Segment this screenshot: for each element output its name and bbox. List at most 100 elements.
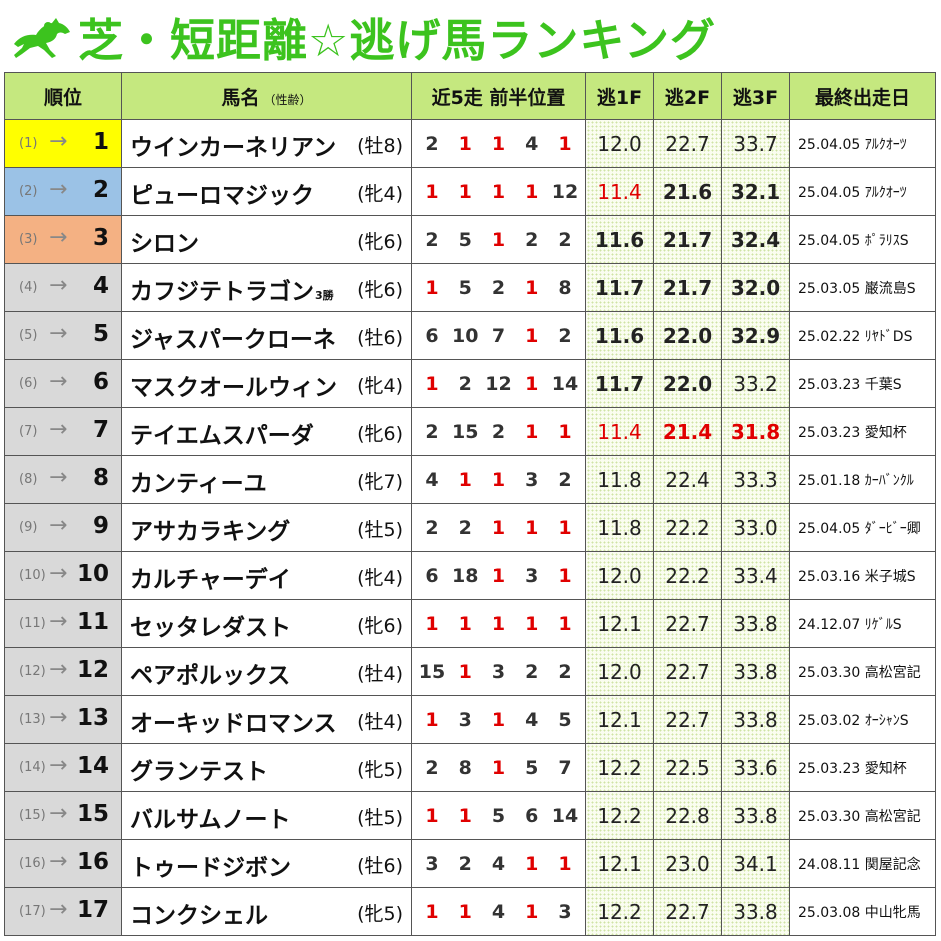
sex-age: (牝6) [357, 279, 403, 301]
escape-2f: 21.4 [653, 407, 722, 456]
position-value: 1 [525, 372, 539, 395]
positions-cell: 15 1 3 2 2 [411, 647, 586, 696]
previous-rank: (6) [19, 376, 38, 391]
right-arrow-icon: → [49, 849, 68, 874]
position-value: 1 [458, 612, 472, 635]
sex-age-cell: (牝4) [353, 167, 412, 216]
rank-number: 3 [92, 225, 109, 251]
ranking-table: 順位 馬名 （性齢） 近5走 前半位置 逃1F 逃2F 逃3F 最終出走日 (1)… [4, 72, 936, 936]
table-row: (12) → 12 ペアポルックス (牡4) 15 1 3 2 2 12.0 22.7 33.8 25.0… [4, 647, 936, 696]
previous-rank: (7) [19, 424, 38, 439]
escape-3f: 33.2 [721, 359, 790, 408]
header-name: 馬名 （性齢） [121, 72, 412, 120]
position-value: 2 [425, 132, 439, 155]
escape-3f: 32.0 [721, 263, 790, 312]
sex-age-cell: (牝4) [353, 551, 412, 600]
position-value: 2 [558, 324, 572, 347]
sex-age: (牝6) [357, 423, 403, 445]
position-value: 5 [458, 276, 472, 299]
table-row: (17) → 17 コンクシェル (牝5) 1 1 4 1 3 12.2 22.7 33.8 25.03.… [4, 887, 936, 936]
sex-age-cell: (牡4) [353, 647, 412, 696]
escape-3f: 33.0 [721, 503, 790, 552]
escape-2f: 22.7 [653, 119, 722, 168]
rank-number: 8 [92, 465, 109, 491]
rank-number: 11 [76, 609, 109, 635]
position-value: 5 [558, 708, 572, 731]
rank-cell: (10) → 10 [4, 551, 122, 600]
rank-number: 2 [92, 177, 109, 203]
rank-cell: (6) → 6 [4, 359, 122, 408]
sex-age-cell: (牡5) [353, 503, 412, 552]
sex-age: (牝6) [357, 231, 403, 253]
position-value: 5 [458, 228, 472, 251]
position-value: 4 [425, 468, 439, 491]
rank-number: 15 [76, 801, 109, 827]
escape-2f: 22.0 [653, 311, 722, 360]
position-value: 3 [558, 900, 572, 923]
sex-age-cell: (牡6) [353, 311, 412, 360]
escape-1f: 11.6 [585, 311, 654, 360]
sex-age: (牝4) [357, 567, 403, 589]
sex-age: (牡6) [357, 327, 403, 349]
escape-2f: 22.2 [653, 503, 722, 552]
position-value: 5 [491, 804, 506, 827]
escape-1f: 12.0 [585, 119, 654, 168]
header-f1: 逃1F [585, 72, 654, 120]
position-value: 1 [458, 900, 472, 923]
table-row: (1) → 1 ウインカーネリアン (牡8) 2 1 1 4 1 12.0 22.7 33.7 25.04… [4, 119, 936, 168]
escape-2f: 21.7 [653, 215, 722, 264]
position-value: 1 [491, 612, 506, 635]
right-arrow-icon: → [49, 465, 68, 490]
position-value: 1 [491, 516, 506, 539]
last-race: 25.04.05 ﾎﾟﾗﾘｽS [789, 215, 936, 264]
table-row: (5) → 5 ジャスパークローネ (牡6) 6 10 7 1 2 11.6 22.0 32.9 25.0… [4, 311, 936, 360]
position-value: 1 [491, 228, 506, 251]
table-row: (2) → 2 ピューロマジック (牝4) 1 1 1 1 12 11.4 21.6 32.1 25.04… [4, 167, 936, 216]
last-race: 25.03.02 ｵｰｼｬﾝS [789, 695, 936, 744]
escape-2f: 22.2 [653, 551, 722, 600]
position-value: 1 [458, 468, 472, 491]
last-race: 25.04.05 ｱﾙｸｵｰﾂ [789, 167, 936, 216]
rank-cell: (16) → 16 [4, 839, 122, 888]
previous-rank: (3) [19, 232, 38, 247]
horse-name: ウインカーネリアン [130, 135, 337, 161]
escape-1f: 11.4 [585, 167, 654, 216]
header-f2: 逃2F [653, 72, 722, 120]
position-value: 14 [551, 372, 579, 395]
rank-number: 7 [92, 417, 109, 443]
rank-number: 4 [92, 273, 109, 299]
rank-cell: (11) → 11 [4, 599, 122, 648]
escape-1f: 11.8 [585, 503, 654, 552]
escape-1f: 12.0 [585, 647, 654, 696]
position-value: 1 [558, 420, 572, 443]
position-value: 1 [425, 612, 439, 635]
escape-3f: 33.8 [721, 695, 790, 744]
position-value: 2 [525, 228, 539, 251]
header-rank: 順位 [4, 72, 122, 120]
last-race: 24.08.11 関屋記念 [789, 839, 936, 888]
horse-name: セッタレダスト [130, 615, 291, 641]
horse-name-cell: ウインカーネリアン [121, 119, 354, 168]
position-value: 1 [525, 516, 539, 539]
escape-1f: 12.1 [585, 695, 654, 744]
position-value: 2 [525, 660, 539, 683]
table-row: (10) → 10 カルチャーデイ (牝4) 6 18 1 3 1 12.0 22.2 33.4 25.0… [4, 551, 936, 600]
escape-1f: 12.2 [585, 743, 654, 792]
positions-cell: 1 1 1 1 12 [411, 167, 586, 216]
escape-1f: 12.2 [585, 887, 654, 936]
position-value: 7 [558, 756, 572, 779]
rank-cell: (13) → 13 [4, 695, 122, 744]
sex-age: (牡4) [357, 711, 403, 733]
position-value: 15 [418, 660, 446, 683]
sex-age-cell: (牡4) [353, 695, 412, 744]
horse-name-cell: トゥードジボン [121, 839, 354, 888]
positions-cell: 2 15 2 1 1 [411, 407, 586, 456]
rank-number: 9 [92, 513, 109, 539]
position-value: 1 [425, 276, 439, 299]
rank-number: 13 [76, 705, 109, 731]
right-arrow-icon: → [49, 897, 68, 922]
escape-1f: 11.4 [585, 407, 654, 456]
